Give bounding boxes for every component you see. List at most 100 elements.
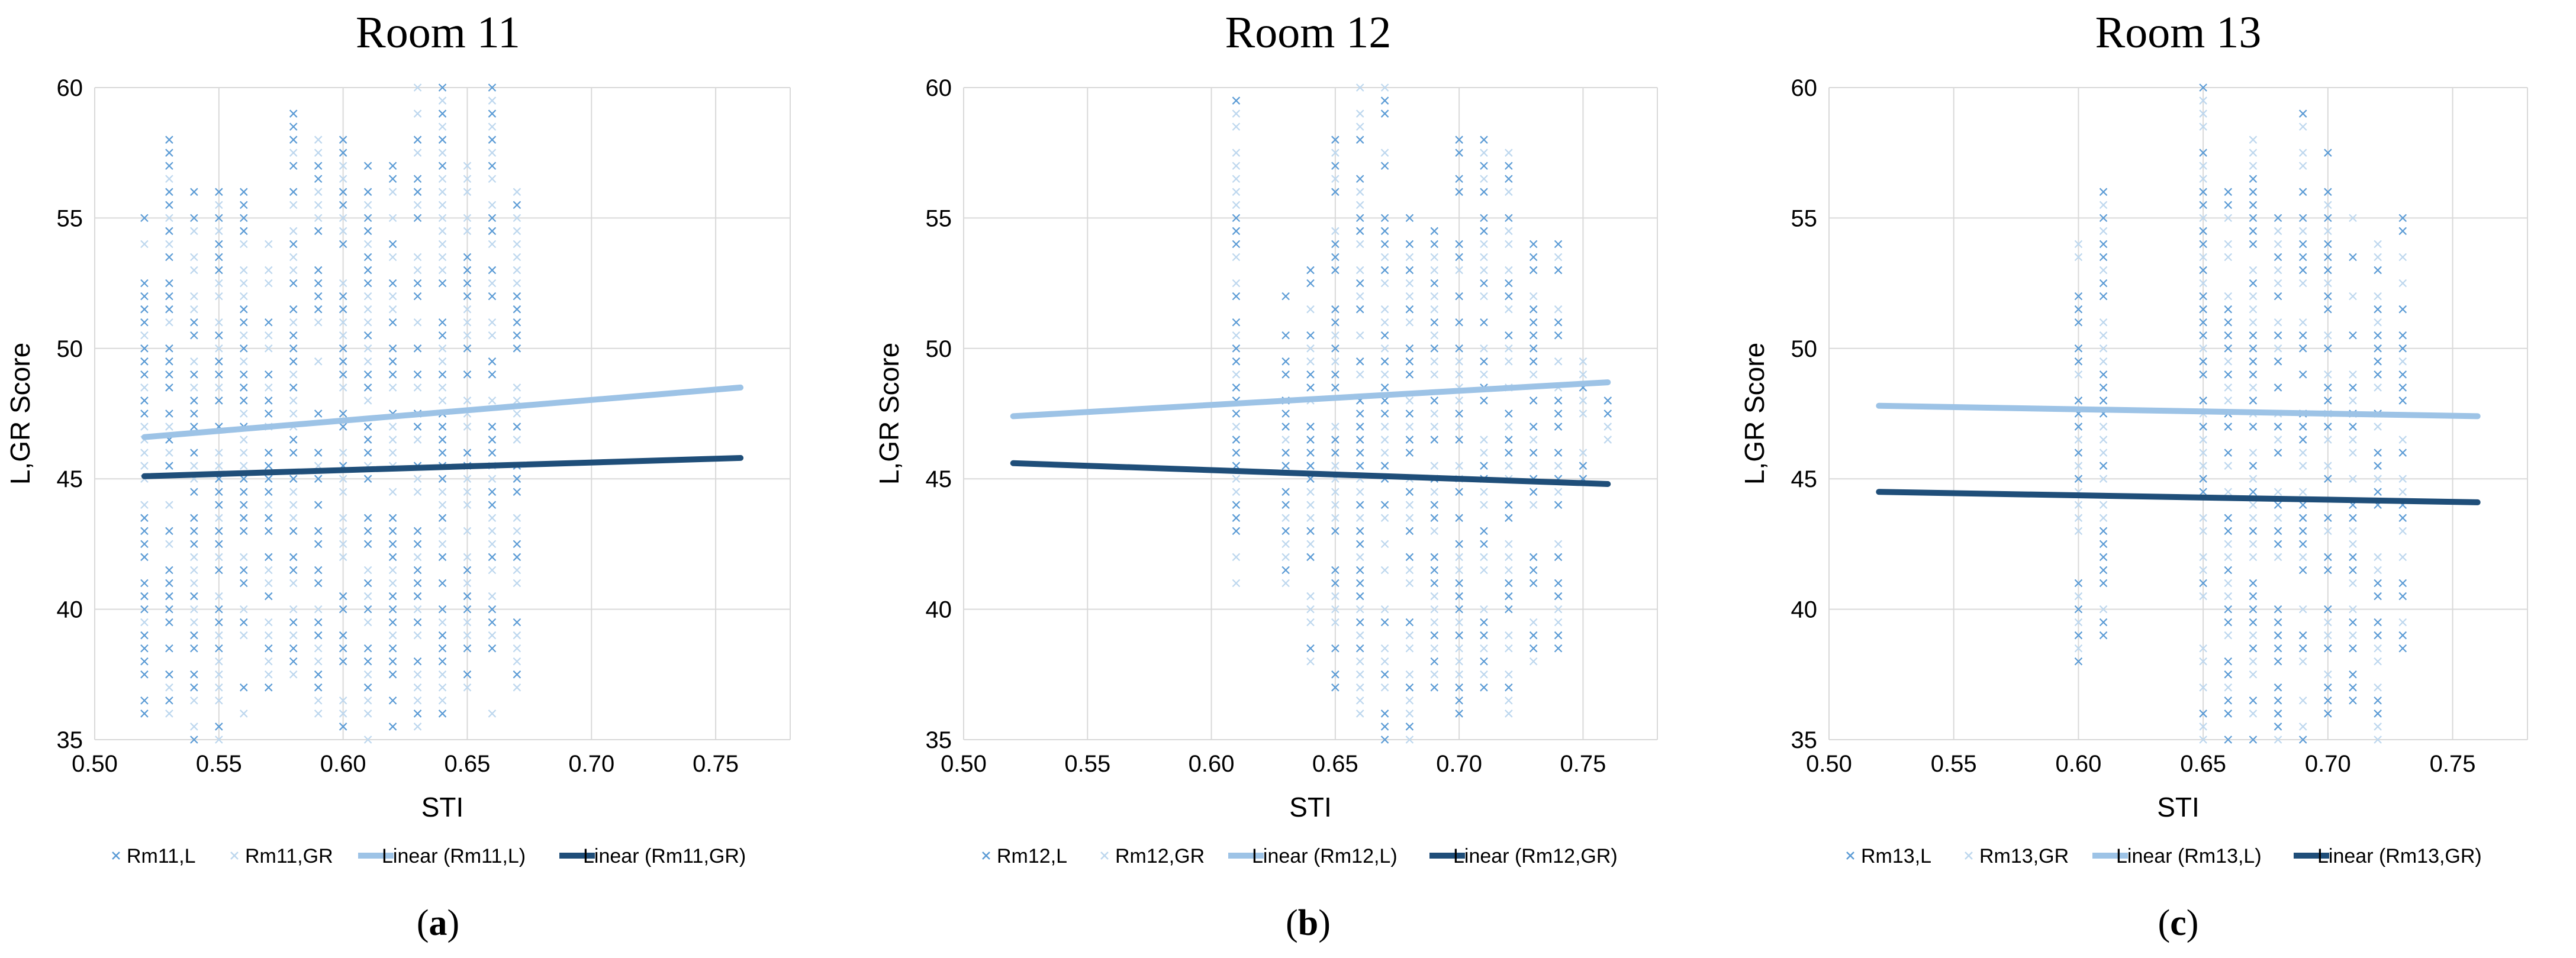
point-GR xyxy=(1455,553,1463,562)
point-GR xyxy=(513,253,521,262)
point-L xyxy=(2274,331,2282,340)
point-GR xyxy=(339,514,347,522)
point-GR xyxy=(1232,331,1241,340)
point-L xyxy=(2224,670,2233,679)
point-GR xyxy=(339,175,347,183)
point-GR xyxy=(1480,175,1488,183)
point-L xyxy=(2199,709,2207,718)
point-GR xyxy=(2074,240,2083,249)
point-L xyxy=(363,527,372,536)
point-L xyxy=(363,214,372,222)
point-L xyxy=(2398,305,2407,314)
point-GR xyxy=(1505,631,1513,640)
point-GR xyxy=(240,553,248,562)
point-GR xyxy=(190,292,198,301)
point-GR xyxy=(438,175,447,183)
point-GR xyxy=(1554,357,1563,366)
point-L xyxy=(289,449,298,457)
point-GR xyxy=(1480,370,1488,379)
point-GR xyxy=(140,462,149,470)
point-L xyxy=(1331,644,1339,653)
point-GR xyxy=(2274,344,2282,353)
point-L xyxy=(2274,683,2282,692)
point-L xyxy=(388,657,397,666)
point-GR xyxy=(1380,279,1389,288)
point-GR xyxy=(2324,227,2332,236)
point-GR xyxy=(2298,318,2307,327)
point-L xyxy=(165,409,173,418)
point-L xyxy=(438,709,447,718)
point-L xyxy=(1232,527,1241,536)
point-L xyxy=(1281,331,1290,340)
point-GR xyxy=(1405,396,1414,405)
point-L xyxy=(339,605,347,614)
point-L xyxy=(1232,501,1241,509)
point-L xyxy=(1529,644,1538,653)
point-L xyxy=(2249,344,2258,353)
point-L xyxy=(165,644,173,653)
point-L xyxy=(438,279,447,288)
point-L xyxy=(165,566,173,575)
point-L xyxy=(488,553,497,562)
point-L xyxy=(1455,240,1463,249)
point-GR xyxy=(1529,501,1538,509)
point-GR xyxy=(165,540,173,549)
point-L xyxy=(2349,422,2357,431)
point-L xyxy=(314,475,323,483)
x-tick-label: 0.65 xyxy=(445,751,491,777)
point-L xyxy=(240,566,248,575)
point-GR xyxy=(240,631,248,640)
point-GR xyxy=(1355,553,1364,562)
point-L xyxy=(438,162,447,170)
point-L xyxy=(1380,240,1389,249)
point-GR xyxy=(140,501,149,509)
legend-label: Rm11,GR xyxy=(245,845,333,867)
point-L xyxy=(1430,344,1439,353)
point-GR xyxy=(2199,344,2207,353)
point-L xyxy=(2074,579,2083,588)
point-L xyxy=(1455,696,1463,705)
point-L xyxy=(140,670,149,679)
point-GR xyxy=(388,383,397,392)
point-GR xyxy=(1380,422,1389,431)
point-L xyxy=(314,279,323,288)
legend: Rm11,L Rm11,GR Linear (Rm11,L) Linear (Rm11… xyxy=(112,845,746,867)
point-GR xyxy=(488,631,497,640)
point-L xyxy=(463,566,472,575)
point-L xyxy=(2349,553,2357,562)
point-L xyxy=(190,396,198,405)
point-GR xyxy=(2199,122,2207,131)
x-tick-label: 0.50 xyxy=(72,751,118,777)
point-GR xyxy=(289,501,298,509)
point-GR xyxy=(2099,422,2108,431)
panel-c: Room 13 35 40 45 50 55 60 0.50 0.55 0.60 0.65 0.70 0… xyxy=(1739,8,2528,943)
point-L xyxy=(513,201,521,209)
point-L xyxy=(2099,553,2108,562)
point-GR xyxy=(2224,462,2233,470)
point-GR xyxy=(2224,540,2233,549)
point-GR xyxy=(2298,122,2307,131)
point-GR xyxy=(1306,357,1315,366)
point-GR xyxy=(2099,501,2108,509)
point-L xyxy=(314,292,323,301)
point-GR xyxy=(2349,214,2357,222)
point-L xyxy=(2349,514,2357,522)
point-GR xyxy=(388,292,397,301)
point-GR xyxy=(2249,292,2258,301)
point-GR xyxy=(438,670,447,679)
point-GR xyxy=(2199,683,2207,692)
point-L xyxy=(140,696,149,705)
point-GR xyxy=(2349,449,2357,457)
point-GR xyxy=(388,214,397,222)
point-GR xyxy=(1480,605,1488,614)
point-GR xyxy=(1603,436,1612,444)
point-GR xyxy=(140,331,149,340)
point-L xyxy=(2374,631,2382,640)
point-GR xyxy=(2398,553,2407,562)
point-GR xyxy=(140,240,149,249)
point-GR xyxy=(1405,579,1414,588)
point-GR xyxy=(2374,318,2382,327)
point-GR xyxy=(1430,305,1439,314)
point-L xyxy=(1405,527,1414,536)
point-L xyxy=(363,605,372,614)
